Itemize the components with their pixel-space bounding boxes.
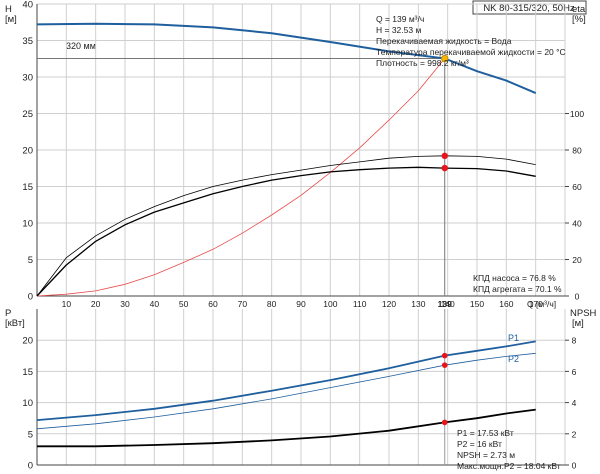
lower-left-tick-label: 10 <box>22 398 33 409</box>
upper-right-axis-unit: [%] <box>572 14 586 25</box>
upper-right-tick-label: 60 <box>572 182 582 192</box>
x-tick-label: 120 <box>382 299 396 309</box>
lower-duty-marker <box>441 352 448 359</box>
info-p1: P1 = 17.53 кВт <box>457 428 514 438</box>
upper-left-tick-label: 15 <box>22 182 33 193</box>
upper-left-tick-label: 0 <box>28 292 33 303</box>
upper-info-block: Q = 139 м³/ч H = 32.53 м Перекачиваемая … <box>376 14 566 68</box>
upper-left-axis-unit: [м] <box>5 14 17 25</box>
x-tick-label: 60 <box>208 299 218 309</box>
info-npsh: NPSH = 2.73 м <box>457 450 515 460</box>
lower-right-axis-unit: [м] <box>572 318 584 329</box>
x-tick-label: 80 <box>267 299 277 309</box>
x-tick-label: 110 <box>353 299 367 309</box>
lower-left-axis-unit: [кВт] <box>5 318 25 329</box>
lower-right-tick-label: 0 <box>572 461 577 471</box>
lower-duty-marker <box>441 362 448 368</box>
upper-left-axis-label: H <box>5 4 12 15</box>
lower-curve-P2 <box>36 352 536 430</box>
x-tick-label: 40 <box>150 299 160 309</box>
x-tick-label: 130 <box>411 299 425 309</box>
x-tick-label: 20 <box>91 299 101 309</box>
duty-markers <box>441 54 449 426</box>
info-temperature: Температура перекачиваемой жидкости = 20… <box>376 47 566 57</box>
lower-curve-NPSH <box>37 408 536 448</box>
x-tick-label: 150 <box>470 299 484 309</box>
upper-left-tick-label: 20 <box>22 146 33 157</box>
upper-right-tick-label: 0 <box>575 292 580 302</box>
upper-right-axis-label: eta <box>572 4 586 15</box>
upper-curve-system_curve <box>36 58 446 297</box>
lower-right-axis-label: NPSH <box>570 308 597 319</box>
upper-left-tick-label: 25 <box>22 109 33 120</box>
info-liquid: Перекачиваемая жидкость = Вода <box>376 36 512 46</box>
lower-left-tick-label: 5 <box>28 429 33 440</box>
upper-left-tick-label: 10 <box>22 219 33 230</box>
lower-right-tick-label: 6 <box>572 367 577 377</box>
lower-right-tick-label: 2 <box>572 429 577 439</box>
info-head: H = 32.53 м <box>376 25 421 35</box>
info-p2: P2 = 16 кВт <box>457 439 502 449</box>
upper-left-tick-label: 5 <box>28 255 33 266</box>
duty-flow-tick-label: 139 <box>438 299 452 309</box>
lower-duty-marker <box>441 419 448 426</box>
upper-right-tick-label: 80 <box>572 146 582 156</box>
upper-right-tick-label: 100 <box>570 109 584 119</box>
series-label-p2: P2 <box>508 354 519 364</box>
upper-duty-marker <box>441 164 448 172</box>
x-tick-label: 170 <box>529 299 543 309</box>
upper-duty-marker <box>441 54 449 63</box>
impeller-diameter-label: 320 мм <box>66 41 96 51</box>
x-tick-label: 30 <box>120 299 130 309</box>
info-max-power-p2: Макс.мощн.P2 = 18.04 кВт <box>457 461 561 471</box>
upper-left-tick-label: 40 <box>22 0 33 11</box>
lower-right-tick-label: 4 <box>572 398 577 408</box>
upper-right-tick-label: 20 <box>572 255 582 265</box>
curves <box>36 22 537 448</box>
info-pump-efficiency: КПД насоса = 76.8 % <box>473 273 556 283</box>
x-axis-unit-label: Q [м³/ч] <box>527 299 556 309</box>
upper-tick-labels: 10 20 30 40 50 60 70 80 90 100 110 120 130 140 150 160 1… <box>22 0 584 309</box>
x-tick-label: 100 <box>323 299 337 309</box>
upper-right-tick-label: 40 <box>572 219 582 229</box>
chart-title: NK 80-315/320, 50Hz <box>483 3 575 14</box>
x-tick-label: 140 <box>441 299 455 309</box>
series-label-p1: P1 <box>508 333 519 343</box>
duty-point-guides: 139 <box>37 58 452 465</box>
x-tick-label: 10 <box>62 299 72 309</box>
upper-left-tick-label: 35 <box>22 36 33 47</box>
upper-duty-marker <box>441 152 448 160</box>
x-tick-label: 70 <box>238 299 248 309</box>
lower-left-tick-label: 20 <box>22 336 33 347</box>
efficiency-info-block: КПД насоса = 76.8 % КПД агрегата = 70.1 … <box>473 273 562 294</box>
lower-left-tick-label: 15 <box>22 367 33 378</box>
lower-left-axis-label: P <box>5 308 11 319</box>
lower-left-tick-label: 0 <box>28 461 33 472</box>
upper-curve-eta_unit <box>36 166 536 297</box>
x-tick-label: 50 <box>179 299 189 309</box>
x-tick-label: 90 <box>296 299 306 309</box>
upper-curve-head <box>36 22 537 95</box>
x-tick-label: 160 <box>499 299 513 309</box>
info-density: Плотность = 998.2 кг/м³ <box>376 58 469 68</box>
lower-curve-P1 <box>36 340 536 421</box>
upper-left-tick-label: 30 <box>22 73 33 84</box>
info-flow: Q = 139 м³/ч <box>376 14 424 24</box>
lower-info-block: P1 = 17.53 кВт P2 = 16 кВт NPSH = 2.73 м… <box>457 428 561 471</box>
lower-tick-labels: 0 5 10 15 20 0 2 4 6 8 <box>22 309 577 472</box>
upper-curve-eta_pump <box>36 155 536 297</box>
lower-right-tick-label: 8 <box>572 336 577 346</box>
info-unit-efficiency: КПД агрегата = 70.1 % <box>473 284 562 294</box>
